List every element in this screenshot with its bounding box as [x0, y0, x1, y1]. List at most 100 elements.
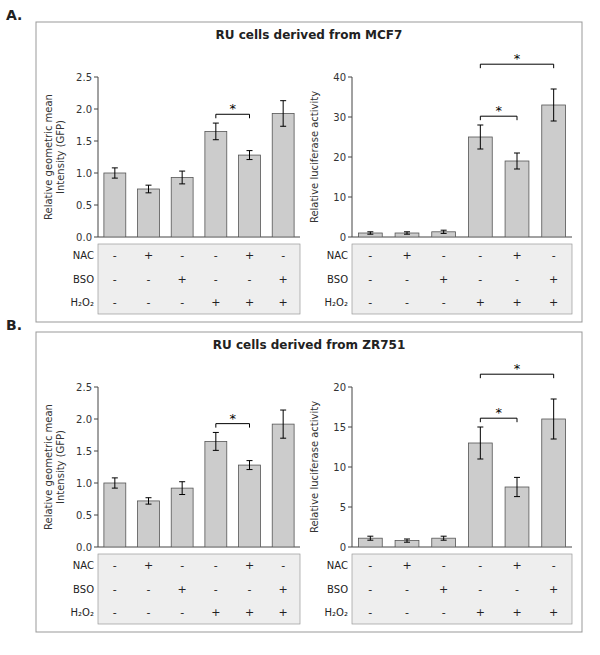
table-cell: - — [113, 249, 117, 262]
table-cell: + — [245, 559, 254, 572]
table-cell: - — [478, 583, 482, 596]
table-cell: + — [512, 249, 521, 262]
y-tick-label: 1.5 — [76, 136, 92, 147]
bar — [205, 131, 227, 237]
error-bar — [280, 410, 286, 438]
table-row-name: BSO — [327, 584, 348, 595]
error-bar — [441, 230, 447, 233]
error-bar — [213, 123, 219, 140]
y-tick-label: 2.0 — [76, 414, 92, 425]
table-row-name: BSO — [73, 274, 94, 285]
y-tick-label: 2.5 — [76, 382, 92, 393]
error-bar — [551, 89, 557, 121]
error-bar — [179, 482, 185, 495]
table-cell: + — [144, 559, 153, 572]
y-tick — [348, 157, 352, 158]
table-cell: - — [180, 249, 184, 262]
significance-mark: * — [495, 405, 502, 420]
table-cell: + — [279, 583, 288, 596]
table-cell: + — [512, 606, 521, 619]
table-cell: - — [147, 606, 151, 619]
table-cell: - — [368, 296, 372, 309]
table-cell: - — [368, 606, 372, 619]
y-axis — [98, 387, 99, 547]
bar — [205, 441, 227, 547]
table-cell: - — [368, 249, 372, 262]
title: RU cells derived from MCF7 — [216, 28, 403, 42]
y-tick-label: 20 — [333, 152, 346, 163]
y-tick-label: 2.0 — [76, 104, 92, 115]
y-axis-label-line: Intensity (GFP) — [55, 430, 66, 504]
table-cell: - — [214, 249, 218, 262]
table-background — [98, 554, 300, 624]
chart: RU cells derived from ZR751B.0.00.51.01.… — [6, 317, 405, 624]
y-tick — [348, 547, 352, 548]
table-cell: + — [245, 249, 254, 262]
table-row-name: NAC — [327, 560, 348, 571]
table-cell: + — [279, 296, 288, 309]
y-tick-label: 15 — [333, 422, 346, 433]
y-axis-label-line: Relative geometric mean — [43, 404, 54, 530]
error-bar — [146, 498, 152, 504]
error-bar — [247, 461, 253, 470]
table-cell: - — [368, 559, 372, 572]
panel-box — [36, 22, 582, 322]
table-cell: + — [476, 296, 485, 309]
table-cell: - — [214, 583, 218, 596]
data-group — [358, 399, 565, 547]
bar — [239, 465, 261, 547]
table-cell: - — [214, 273, 218, 286]
table-cell: + — [402, 249, 411, 262]
table-cell: - — [552, 249, 556, 262]
figure: RU cells derived from MCF7A.0.00.51.01.5… — [0, 0, 600, 655]
table-row-name: NAC — [327, 250, 348, 261]
y-tick — [94, 205, 98, 206]
table-cell: + — [549, 583, 558, 596]
y-tick-label: 0.0 — [76, 542, 92, 553]
error-bar — [441, 536, 447, 540]
table-cell: - — [442, 606, 446, 619]
significance-mark: * — [229, 411, 236, 426]
table-cell: - — [113, 273, 117, 286]
table-cell: + — [245, 296, 254, 309]
y-tick — [94, 237, 98, 238]
error-bar — [146, 185, 152, 193]
y-tick-label: 30 — [333, 112, 346, 123]
table-cell: + — [211, 606, 220, 619]
table-cell: + — [279, 606, 288, 619]
table-cell: - — [248, 273, 252, 286]
table-row-name: H₂O₂ — [71, 297, 94, 308]
bar — [272, 424, 294, 547]
y-axis — [352, 77, 353, 237]
y-axis-label: Relative luciferase activity — [309, 401, 320, 533]
error-bar — [112, 168, 118, 178]
table-cell: + — [245, 606, 254, 619]
table-cell: - — [147, 273, 151, 286]
y-tick-label: 0 — [340, 542, 346, 553]
chart: RU cells derived from MCF7A.0.00.51.01.5… — [6, 7, 402, 314]
error-bar — [112, 478, 118, 488]
table-cell: - — [113, 296, 117, 309]
significance-mark: * — [229, 101, 236, 116]
table-cell: - — [113, 559, 117, 572]
y-tick — [94, 77, 98, 78]
y-tick-label: 1.0 — [76, 478, 92, 489]
table-row-name: BSO — [327, 274, 348, 285]
y-tick-label: 2.5 — [76, 72, 92, 83]
bar — [138, 189, 160, 237]
table-background — [98, 244, 300, 314]
table-cell: - — [478, 273, 482, 286]
bar — [468, 137, 492, 237]
error-bar — [514, 153, 520, 169]
table-cell: - — [180, 606, 184, 619]
table-cell: - — [442, 559, 446, 572]
error-bar — [404, 539, 410, 542]
table-cell: - — [552, 559, 556, 572]
table-cell: - — [478, 249, 482, 262]
y-tick — [348, 237, 352, 238]
bar — [272, 113, 294, 237]
y-tick — [94, 547, 98, 548]
table-cell: - — [281, 249, 285, 262]
y-tick-label: 1.5 — [76, 446, 92, 457]
x-axis — [352, 237, 572, 238]
